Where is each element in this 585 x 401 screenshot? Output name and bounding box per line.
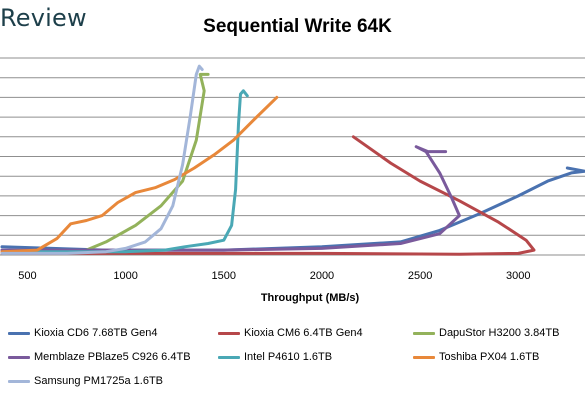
series-line-5 <box>2 89 249 254</box>
legend-item: Kioxia CM6 6.4TB Gen4 <box>218 324 363 342</box>
chart-title: Sequential Write 64K <box>203 16 392 37</box>
legend-swatch <box>8 331 30 335</box>
series-line-2 <box>0 135 536 256</box>
legend-swatch <box>8 379 30 383</box>
legend: Kioxia CD6 7.68TB Gen4 Kioxia CM6 6.4TB G… <box>0 320 585 400</box>
legend-label: Intel P4610 1.6TB <box>244 351 333 363</box>
gridlines <box>0 57 585 256</box>
series-lines <box>0 64 585 256</box>
x-tick-label: 2500 <box>408 270 432 282</box>
series-line-7 <box>0 64 204 255</box>
legend-item: Kioxia CD6 7.68TB Gen4 <box>8 324 158 342</box>
x-tick-label: 1000 <box>113 270 137 282</box>
series-line-1 <box>0 166 585 252</box>
line-chart: 500 1000 1500 2000 2500 3000 Throughput (MB/s… <box>0 57 585 304</box>
legend-swatch <box>413 331 435 335</box>
x-tick-label: 500 <box>18 270 36 282</box>
legend-label: Kioxia CM6 6.4TB Gen4 <box>244 327 363 339</box>
legend-label: DapuStor H3200 3.84TB <box>439 327 560 339</box>
x-tick-labels: 500 1000 1500 2000 2500 3000 <box>18 270 530 282</box>
brand-logo-text: Review <box>0 4 87 32</box>
legend-item: Samsung PM1725a 1.6TB <box>8 372 163 390</box>
legend-item: Memblaze PBlaze5 C926 6.4TB <box>8 348 191 366</box>
series-line-3 <box>2 72 210 255</box>
x-tick-label: 1500 <box>212 270 236 282</box>
legend-item: Toshiba PX04 1.6TB <box>413 348 539 366</box>
x-tick-label: 2000 <box>310 270 334 282</box>
series-line-6 <box>0 95 279 254</box>
legend-label: Memblaze PBlaze5 C926 6.4TB <box>34 351 191 363</box>
legend-swatch <box>218 331 240 335</box>
x-axis-title: Throughput (MB/s) <box>261 292 360 304</box>
legend-label: Samsung PM1725a 1.6TB <box>34 375 164 387</box>
x-tick-label: 3000 <box>506 270 530 282</box>
legend-swatch <box>8 355 30 359</box>
series-line-4 <box>0 145 461 252</box>
legend-item: Intel P4610 1.6TB <box>218 348 332 366</box>
legend-label: Kioxia CD6 7.68TB Gen4 <box>34 327 158 339</box>
legend-swatch <box>218 355 240 359</box>
legend-swatch <box>413 355 435 359</box>
legend-label: Toshiba PX04 1.6TB <box>439 351 540 363</box>
legend-item: DapuStor H3200 3.84TB <box>413 324 559 342</box>
